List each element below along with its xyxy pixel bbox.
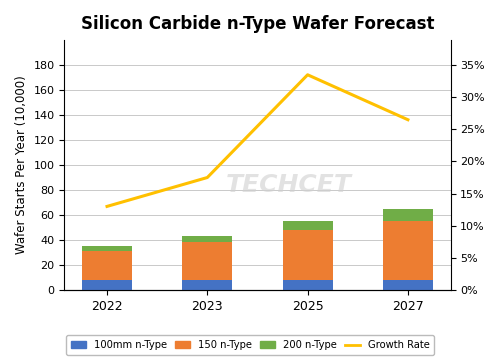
Bar: [82, 251, 132, 280]
Bar: [383, 280, 433, 290]
Y-axis label: Wafer Starts Per Year (10,000): Wafer Starts Per Year (10,000): [15, 76, 28, 255]
Bar: [82, 246, 132, 251]
Text: TECHCET: TECHCET: [226, 173, 352, 197]
Bar: [282, 230, 333, 280]
Bar: [282, 280, 333, 290]
Bar: [82, 280, 132, 290]
Bar: [182, 242, 232, 280]
Title: Silicon Carbide n-Type Wafer Forecast: Silicon Carbide n-Type Wafer Forecast: [80, 15, 434, 33]
Bar: [282, 221, 333, 230]
Bar: [383, 221, 433, 280]
Legend: 100mm n-Type, 150 n-Type, 200 n-Type, Growth Rate: 100mm n-Type, 150 n-Type, 200 n-Type, Gr…: [66, 335, 434, 355]
Bar: [383, 209, 433, 221]
Bar: [182, 236, 232, 242]
Bar: [182, 280, 232, 290]
